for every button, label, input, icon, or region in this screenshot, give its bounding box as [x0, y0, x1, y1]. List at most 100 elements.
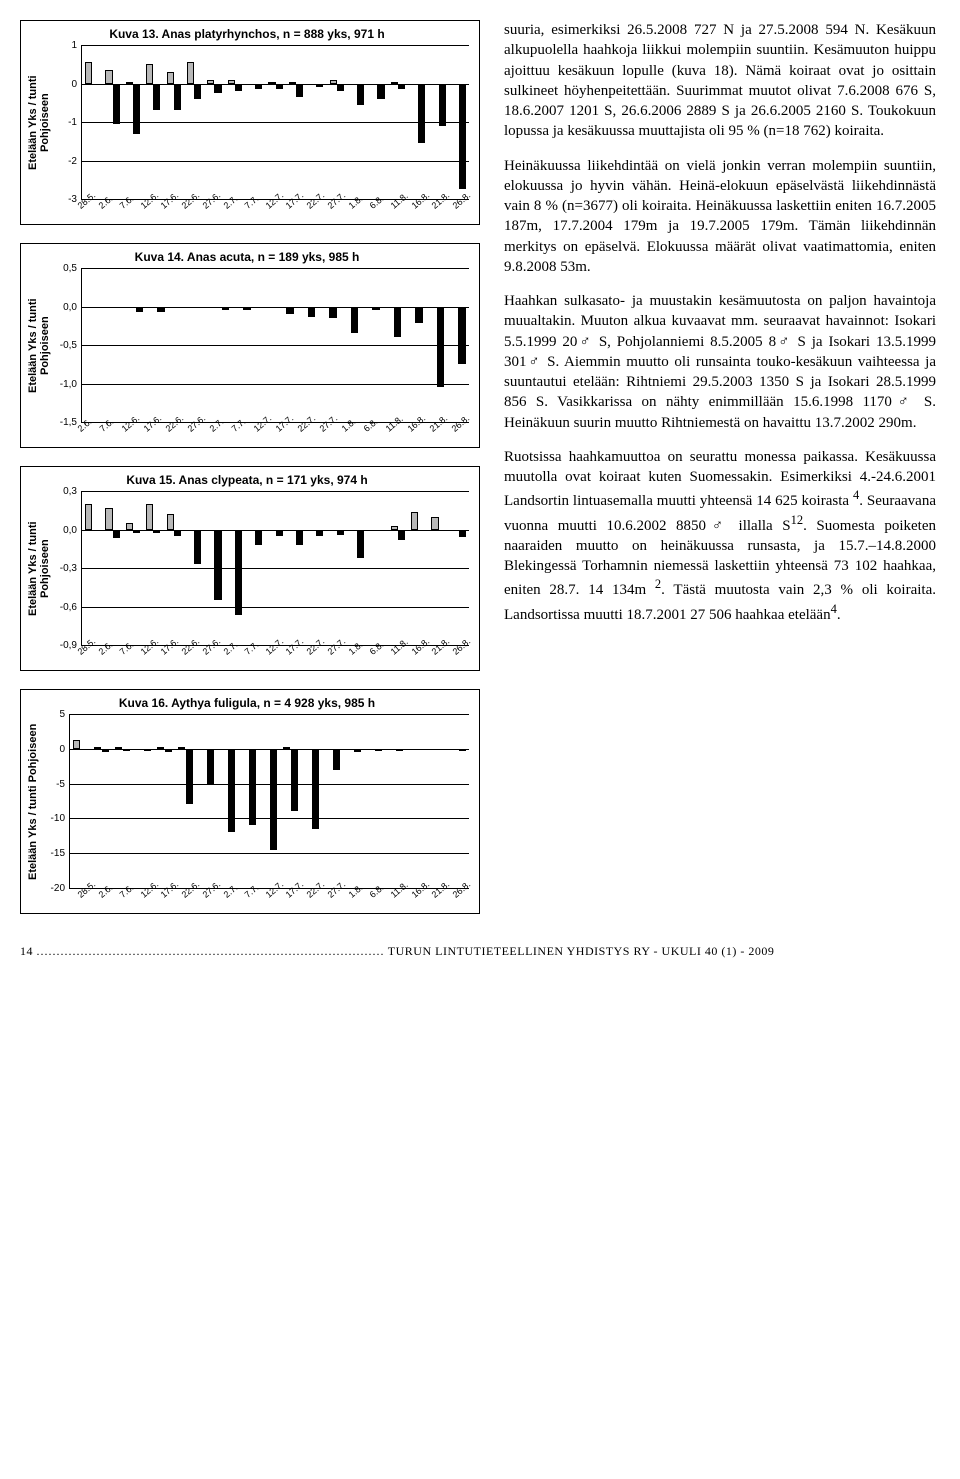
- bar-positive: [228, 80, 235, 84]
- bar-negative: [102, 749, 109, 752]
- bar-negative: [291, 749, 298, 812]
- bar-positive: [126, 82, 133, 84]
- paragraph-2: Heinäkuussa liikehdintää on vielä jonkin…: [504, 156, 936, 278]
- paragraph-1: suuria, esimerkiksi 26.5.2008 727 N ja 2…: [504, 20, 936, 142]
- bar-negative: [113, 84, 120, 124]
- plot-area: [81, 45, 469, 200]
- bar-negative: [308, 307, 316, 317]
- footer-dots: ........................................…: [37, 944, 385, 959]
- bar-negative: [276, 530, 283, 536]
- chart-title: Kuva 15. Anas clypeata, n = 171 yks, 974…: [25, 473, 469, 487]
- bar-negative: [377, 84, 384, 99]
- bar-negative: [357, 84, 364, 105]
- bar-positive: [283, 747, 290, 749]
- chart-title: Kuva 13. Anas platyrhynchos, n = 888 yks…: [25, 27, 469, 41]
- bar-positive: [157, 747, 164, 749]
- plot-area: [81, 268, 469, 423]
- bar-negative: [458, 307, 466, 365]
- bar-negative: [333, 749, 340, 770]
- bar-negative: [133, 530, 140, 534]
- y-axis-label: Etelään Yks / tunti Pohjoiseen: [25, 45, 53, 200]
- bar-positive: [146, 504, 153, 530]
- chart-title: Kuva 14. Anas acuta, n = 189 yks, 985 h: [25, 250, 469, 264]
- y-ticks: 50-5-10-15-20: [41, 714, 69, 889]
- bar-negative: [398, 84, 405, 90]
- bar-negative: [316, 84, 323, 88]
- bar-positive: [268, 82, 275, 84]
- bar-negative: [329, 307, 337, 319]
- charts-column: Kuva 13. Anas platyrhynchos, n = 888 yks…: [20, 20, 480, 932]
- bar-negative: [194, 530, 201, 565]
- bar-negative: [255, 530, 262, 545]
- bar-negative: [136, 307, 144, 312]
- publication-info: TURUN LINTUTIETEELLINEN YHDISTYS RY - UK…: [388, 944, 775, 958]
- chart-title: Kuva 16. Aythya fuligula, n = 4 928 yks,…: [25, 696, 469, 710]
- body-text: suuria, esimerkiksi 26.5.2008 727 N ja 2…: [504, 20, 936, 932]
- y-axis-label: Etelään Yks / tunti Pohjoiseen: [25, 268, 53, 423]
- y-ticks: 0,50,0-0,5-1,0-1,5: [53, 268, 81, 423]
- bar-negative: [153, 530, 160, 534]
- bar-positive: [289, 82, 296, 84]
- bar-negative: [296, 84, 303, 97]
- chart-box: Kuva 14. Anas acuta, n = 189 yks, 985 h E…: [20, 243, 480, 448]
- bar-negative: [437, 307, 445, 388]
- bar-positive: [391, 82, 398, 84]
- y-axis-label: Etelään Yks / tunti Pohjoiseen: [25, 491, 53, 646]
- bar-negative: [417, 749, 424, 750]
- bar-positive: [330, 80, 337, 84]
- bar-negative: [228, 749, 235, 833]
- bar-positive: [105, 508, 112, 530]
- bar-negative: [337, 84, 344, 92]
- bar-positive: [391, 526, 398, 530]
- bar-negative: [459, 530, 466, 538]
- bar-negative: [214, 84, 221, 94]
- bar-positive: [167, 72, 174, 84]
- bar-positive: [167, 514, 174, 529]
- bar-negative: [222, 307, 230, 311]
- bar-negative: [207, 749, 214, 784]
- bar-negative: [174, 530, 181, 536]
- bar-negative: [375, 749, 382, 751]
- bar-negative: [337, 530, 344, 535]
- bar-negative: [133, 84, 140, 134]
- bar-negative: [351, 307, 359, 334]
- bar-negative: [438, 749, 445, 750]
- bar-negative: [186, 749, 193, 805]
- y-ticks: 10-1-2-3: [53, 45, 81, 200]
- bar-positive: [146, 64, 153, 83]
- bar-positive: [411, 512, 418, 530]
- bar-negative: [113, 530, 120, 539]
- page-number: 14: [20, 944, 33, 958]
- y-ticks: 0,30,0-0,3-0,6-0,9: [53, 491, 81, 646]
- bar-negative: [270, 749, 277, 850]
- bar-positive: [187, 62, 194, 83]
- bar-negative: [459, 749, 466, 751]
- bar-negative: [235, 530, 242, 616]
- x-ticks: 28.5.2.6.7.6.12.6.17.6.22.6.27.6.2.7.7.7…: [73, 889, 469, 911]
- chart-box: Kuva 13. Anas platyrhynchos, n = 888 yks…: [20, 20, 480, 225]
- bar-positive: [85, 504, 92, 530]
- paragraph-3: Haahkan sulkasato- ja muustakin kesämuut…: [504, 291, 936, 433]
- bar-positive: [431, 517, 438, 530]
- bar-negative: [415, 307, 423, 324]
- bar-negative: [418, 84, 425, 144]
- plot-area: [69, 714, 469, 889]
- bar-positive: [73, 740, 80, 748]
- bar-negative: [81, 749, 88, 750]
- bar-positive: [178, 747, 185, 749]
- bar-negative: [157, 307, 165, 312]
- x-ticks: 28.5.2.6.7.6.12.6.17.6.22.6.27.6.2.7.7.7…: [73, 646, 469, 668]
- bar-negative: [312, 749, 319, 829]
- x-ticks: 2.6.7.6.12.6.17.6.22.6.27.6.2.7.7.7.12.7…: [73, 423, 469, 445]
- bar-negative: [286, 307, 294, 315]
- bar-negative: [439, 84, 446, 126]
- bar-negative: [394, 307, 402, 338]
- bar-positive: [115, 747, 122, 749]
- paragraph-4: Ruotsissa haahkamuuttoa on seurattu mone…: [504, 447, 936, 625]
- chart-box: Kuva 16. Aythya fuligula, n = 4 928 yks,…: [20, 689, 480, 914]
- plot-area: [81, 491, 469, 646]
- bar-positive: [85, 62, 92, 83]
- bar-negative: [174, 84, 181, 111]
- bar-negative: [459, 84, 466, 190]
- bar-positive: [126, 523, 133, 529]
